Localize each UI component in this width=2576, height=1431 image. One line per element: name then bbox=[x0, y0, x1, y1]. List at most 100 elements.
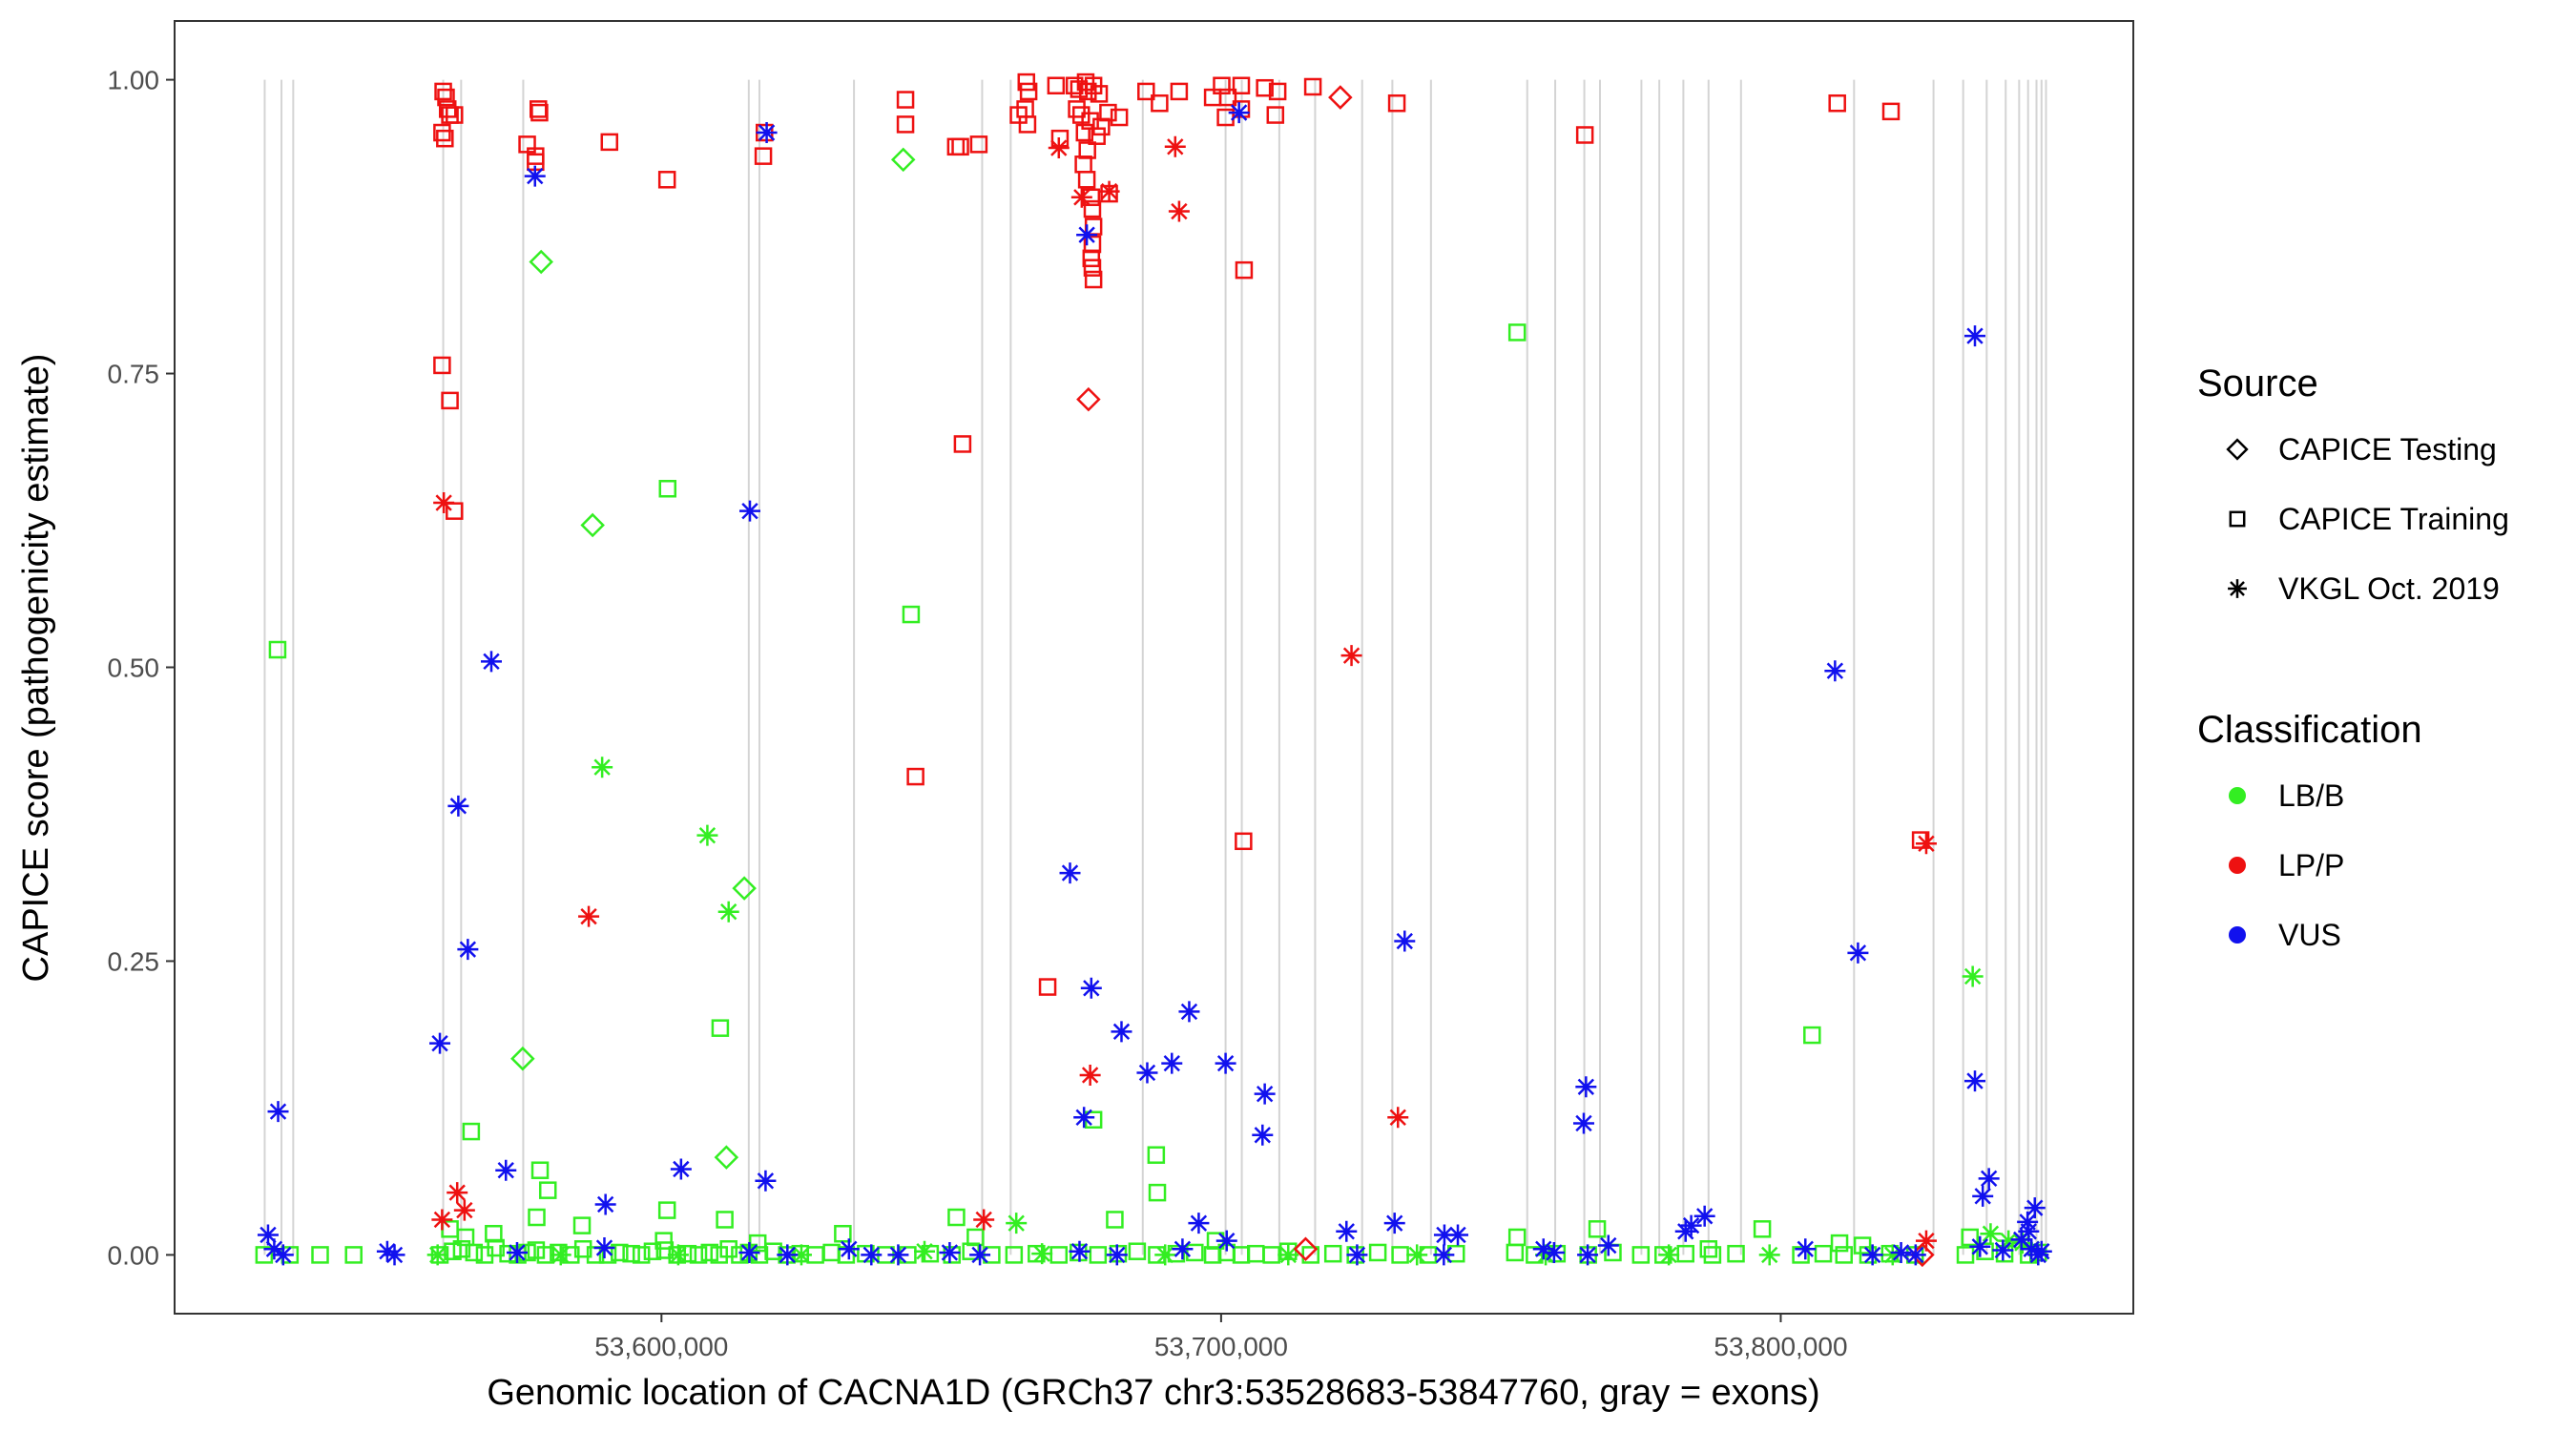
data-point bbox=[457, 939, 479, 961]
data-point bbox=[890, 147, 916, 173]
data-point bbox=[2027, 1244, 2049, 1266]
data-point bbox=[914, 1240, 936, 1262]
data-point bbox=[755, 1170, 777, 1192]
data-point bbox=[1154, 1244, 1176, 1266]
data-point bbox=[1961, 1228, 1979, 1247]
data-point bbox=[1031, 1243, 1053, 1265]
exon-lines bbox=[263, 79, 2047, 1255]
data-point bbox=[1232, 100, 1251, 118]
data-point bbox=[658, 480, 677, 498]
data-point bbox=[1301, 1246, 1319, 1264]
data-point bbox=[592, 757, 613, 778]
data-point bbox=[670, 1158, 692, 1180]
y-tick-label: 0.00 bbox=[108, 1240, 160, 1270]
data-point bbox=[777, 1244, 799, 1266]
data-point bbox=[1824, 660, 1846, 682]
data-point bbox=[1075, 123, 1094, 142]
data-point bbox=[429, 1032, 451, 1054]
data-point bbox=[1588, 1220, 1607, 1238]
data-point bbox=[1532, 1238, 1554, 1260]
data-point bbox=[1070, 186, 1092, 208]
data-point bbox=[1575, 1076, 1597, 1098]
x-axis: 53,600,000 53,700,000 53,800,000 bbox=[594, 1314, 1848, 1361]
data-point bbox=[433, 492, 455, 514]
data-point bbox=[550, 1244, 571, 1266]
data-point bbox=[529, 249, 553, 275]
data-point bbox=[939, 1241, 961, 1263]
data-point bbox=[530, 1161, 550, 1179]
data-point bbox=[1962, 965, 1984, 987]
data-point bbox=[1186, 1243, 1204, 1262]
data-point bbox=[1328, 85, 1353, 110]
data-point bbox=[1017, 73, 1036, 92]
data-point bbox=[1992, 1239, 2014, 1261]
data-point bbox=[1792, 1246, 1810, 1264]
y-tick-label: 0.75 bbox=[108, 360, 160, 389]
data-point bbox=[2024, 1197, 2046, 1219]
data-point bbox=[1088, 127, 1106, 145]
data-point bbox=[946, 137, 966, 156]
data-point bbox=[947, 1208, 966, 1227]
data-point bbox=[657, 1201, 676, 1219]
data-point bbox=[1071, 106, 1091, 124]
data-point bbox=[1079, 82, 1097, 101]
data-point bbox=[1128, 1242, 1147, 1260]
data-point bbox=[1068, 100, 1086, 118]
data-point bbox=[1006, 1213, 1028, 1234]
data-point bbox=[453, 1199, 475, 1221]
data-point bbox=[1394, 930, 1416, 952]
data-point bbox=[1980, 1223, 2002, 1245]
data-point bbox=[1228, 102, 1250, 124]
data-point bbox=[2010, 1229, 2032, 1251]
legend-color-dot-icon bbox=[2229, 787, 2246, 804]
data-point bbox=[1090, 85, 1109, 103]
legend: Source CAPICE Testing CAPICE Training VK… bbox=[2197, 363, 2509, 952]
data-point bbox=[1083, 199, 1102, 218]
data-point bbox=[1814, 1244, 1833, 1263]
data-point bbox=[1835, 1246, 1853, 1264]
data-point bbox=[1915, 1230, 1937, 1252]
data-point bbox=[1218, 88, 1237, 107]
data-point bbox=[1340, 645, 1362, 667]
data-point bbox=[268, 640, 287, 659]
data-point bbox=[1368, 1243, 1387, 1262]
data-point bbox=[1433, 1244, 1455, 1266]
data-point bbox=[1972, 1185, 1994, 1207]
data-point bbox=[446, 502, 464, 520]
data-point bbox=[714, 1145, 739, 1170]
data-point bbox=[632, 1246, 651, 1264]
data-point bbox=[1964, 325, 1985, 347]
data-point bbox=[1268, 82, 1287, 101]
data-point bbox=[1676, 1244, 1694, 1263]
data-point bbox=[711, 1019, 730, 1037]
data-point bbox=[255, 1246, 274, 1264]
data-point bbox=[1758, 1244, 1780, 1266]
data-point bbox=[433, 356, 451, 375]
data-point bbox=[447, 1182, 468, 1204]
x-tick-label: 53,600,000 bbox=[594, 1332, 728, 1361]
x-axis-title: Genomic location of CACNA1D (GRCh37 chr3… bbox=[487, 1373, 1819, 1413]
data-point bbox=[1861, 1244, 1883, 1266]
data-point bbox=[1168, 200, 1190, 222]
data-point bbox=[572, 1216, 592, 1234]
data-point bbox=[344, 1246, 363, 1264]
data-point bbox=[1048, 137, 1070, 159]
data-point bbox=[611, 1243, 629, 1262]
data-point bbox=[1110, 108, 1129, 127]
data-point bbox=[384, 1244, 405, 1266]
data-point bbox=[1293, 1236, 1319, 1262]
legend-source-label: CAPICE Testing bbox=[2278, 432, 2497, 467]
data-point bbox=[969, 135, 988, 154]
data-point bbox=[1828, 93, 1846, 113]
data-point bbox=[973, 1209, 995, 1231]
data-point bbox=[754, 147, 773, 165]
data-point bbox=[1254, 1083, 1276, 1105]
data-point bbox=[1387, 1107, 1409, 1129]
data-point bbox=[436, 129, 454, 148]
data-point bbox=[1147, 1146, 1166, 1164]
data-point bbox=[1266, 106, 1285, 124]
data-point bbox=[1083, 259, 1102, 277]
data-point bbox=[1847, 942, 1869, 964]
data-point bbox=[689, 1246, 708, 1264]
